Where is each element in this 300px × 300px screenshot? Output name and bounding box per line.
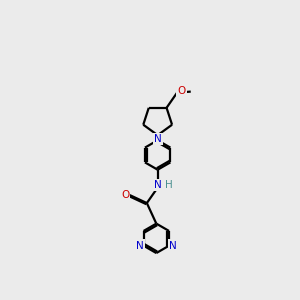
Text: O: O	[121, 190, 129, 200]
Text: O: O	[178, 86, 186, 96]
Text: N: N	[154, 134, 161, 144]
Text: H: H	[165, 180, 173, 190]
Text: N: N	[154, 180, 161, 190]
Text: N: N	[169, 241, 177, 251]
Text: N: N	[136, 241, 144, 251]
